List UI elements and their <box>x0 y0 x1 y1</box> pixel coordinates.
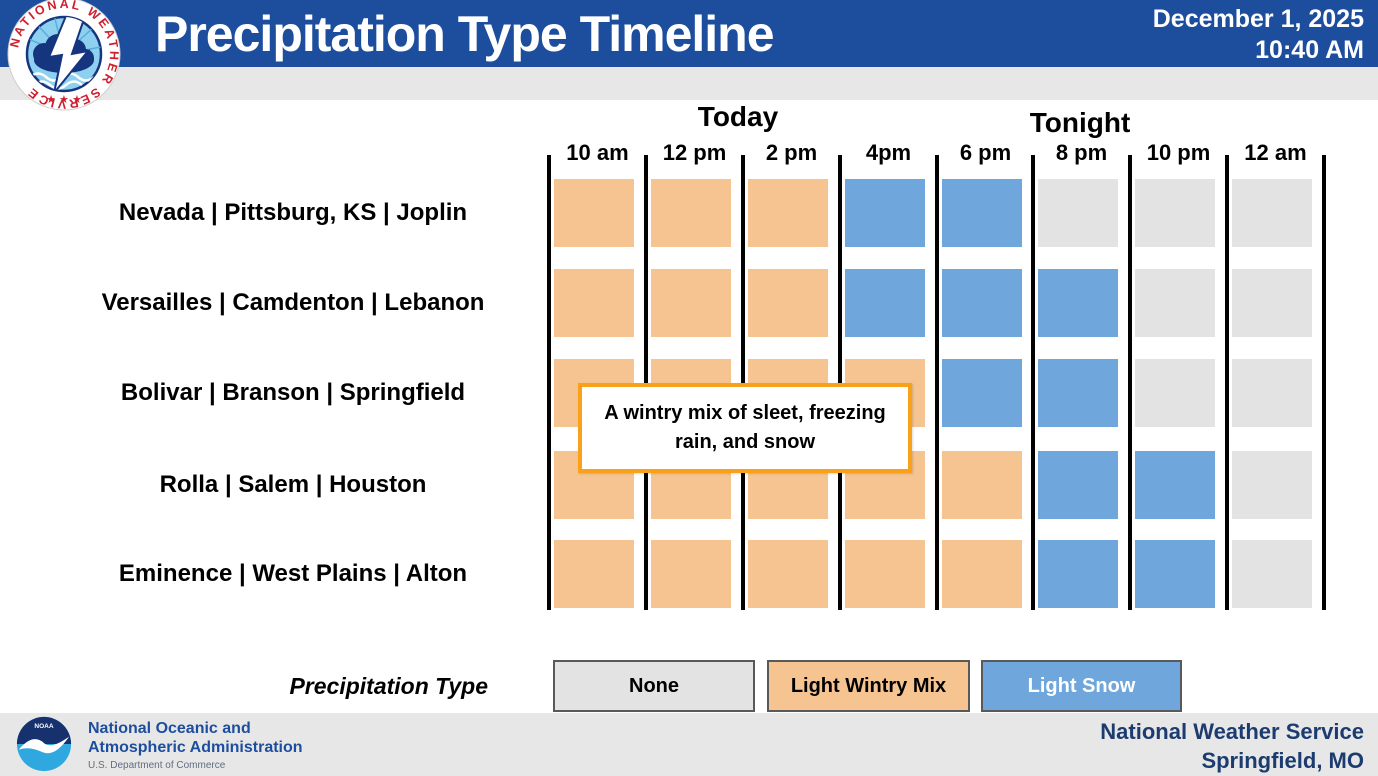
agency-line2: Atmospheric Administration <box>88 739 303 757</box>
office-name: National Weather Service Springfield, MO <box>1100 718 1364 775</box>
legend-none: None <box>553 660 755 712</box>
precip-cell <box>1232 269 1312 337</box>
grid-line <box>838 155 842 610</box>
precip-cell <box>1135 179 1215 247</box>
legend-light-wintry-mix: Light Wintry Mix <box>767 660 970 712</box>
precip-cell <box>651 540 731 608</box>
location-label: Eminence | West Plains | Alton <box>118 560 468 587</box>
precip-cell <box>942 179 1022 247</box>
precip-cell <box>1038 451 1118 519</box>
precip-cell <box>748 540 828 608</box>
period-label-today: Today <box>697 101 779 132</box>
date-line: December 1, 2025 <box>1152 5 1364 33</box>
precip-cell <box>1232 359 1312 427</box>
precip-cell <box>845 179 925 247</box>
time-label: 6 pm <box>959 140 1012 165</box>
annotation-text: A wintry mix of sleet, freezing rain, an… <box>604 402 886 453</box>
period-label-tonight: Tonight <box>1029 107 1131 138</box>
precip-cell <box>942 359 1022 427</box>
agency-name: National Oceanic and Atmospheric Adminis… <box>88 719 303 772</box>
precip-cell <box>845 269 925 337</box>
location-label: Versailles | Camdenton | Lebanon <box>101 289 485 316</box>
precip-cell <box>942 540 1022 608</box>
precip-cell <box>554 269 634 337</box>
precip-cell <box>1232 179 1312 247</box>
grid-line <box>1322 155 1326 610</box>
time-label: 4pm <box>865 140 912 165</box>
office-line2: Springfield, MO <box>1201 747 1364 773</box>
precip-cell <box>1135 451 1215 519</box>
precip-cell <box>1038 179 1118 247</box>
legend-title: Precipitation Type <box>289 672 488 699</box>
svg-text:★ ★ ★: ★ ★ ★ <box>46 94 82 106</box>
precip-cell <box>554 540 634 608</box>
grid-line <box>741 155 745 610</box>
precip-cell <box>942 269 1022 337</box>
location-label: Nevada | Pittsburg, KS | Joplin <box>118 199 468 226</box>
precip-cell <box>1135 540 1215 608</box>
precip-cell <box>651 269 731 337</box>
precip-cell <box>1038 359 1118 427</box>
precip-cell <box>942 451 1022 519</box>
svg-text:NOAA: NOAA <box>34 723 53 730</box>
header-bar <box>0 0 1378 67</box>
time-label: 8 pm <box>1055 140 1108 165</box>
time-axis: 10 am 12 pm 2 pm 4pm 6 pm 8 pm 10 pm 12 am <box>547 138 1326 165</box>
page-title: Precipitation Type Timeline <box>155 5 775 62</box>
timeline-grid <box>547 155 1326 610</box>
location-label: Bolivar | Branson | Springfield <box>120 379 466 406</box>
time-line: 10:40 AM <box>1255 36 1364 65</box>
precip-cell <box>1135 269 1215 337</box>
precip-cell <box>1232 451 1312 519</box>
precip-cell <box>748 269 828 337</box>
grid-line <box>1031 155 1035 610</box>
department-name: U.S. Department of Commerce <box>88 760 226 772</box>
precip-cell <box>845 540 925 608</box>
footer-bar: NOAA National Oceanic and Atmospheric Ad… <box>0 713 1378 776</box>
noaa-logo-icon: NOAA <box>16 716 72 772</box>
grid-line <box>547 155 551 610</box>
location-label: Rolla | Salem | Houston <box>159 471 427 498</box>
precip-cell <box>748 179 828 247</box>
time-label: 12 pm <box>662 140 727 165</box>
grid-line <box>1128 155 1132 610</box>
legend-entries: None Light Wintry Mix Light Snow <box>0 660 1378 712</box>
header-divider-strip <box>0 67 1378 100</box>
time-label: 10 am <box>566 140 629 165</box>
precip-cell <box>554 179 634 247</box>
grid-line <box>1225 155 1229 610</box>
agency-line1: National Oceanic and <box>88 720 251 737</box>
nws-logo-icon: NATIONAL WEATHER SERVICE ★ ★ ★ <box>7 0 121 111</box>
precip-cell <box>1038 540 1118 608</box>
time-label: 12 am <box>1244 140 1307 165</box>
datetime-stamp: December 1, 2025 10:40 AM <box>1153 4 1364 67</box>
annotation-callout: A wintry mix of sleet, freezing rain, an… <box>578 383 912 473</box>
precip-cell <box>1135 359 1215 427</box>
grid-line <box>935 155 939 610</box>
office-line1: National Weather Service <box>1100 719 1364 744</box>
time-label: 10 pm <box>1146 140 1211 165</box>
grid-line <box>644 155 648 610</box>
time-label: 2 pm <box>765 140 818 165</box>
legend-light-snow: Light Snow <box>981 660 1182 712</box>
precip-cell <box>651 179 731 247</box>
precip-cell <box>1232 540 1312 608</box>
row-labels: Nevada | Pittsburg, KS | Joplin Versaille… <box>28 155 558 610</box>
precip-cell <box>1038 269 1118 337</box>
